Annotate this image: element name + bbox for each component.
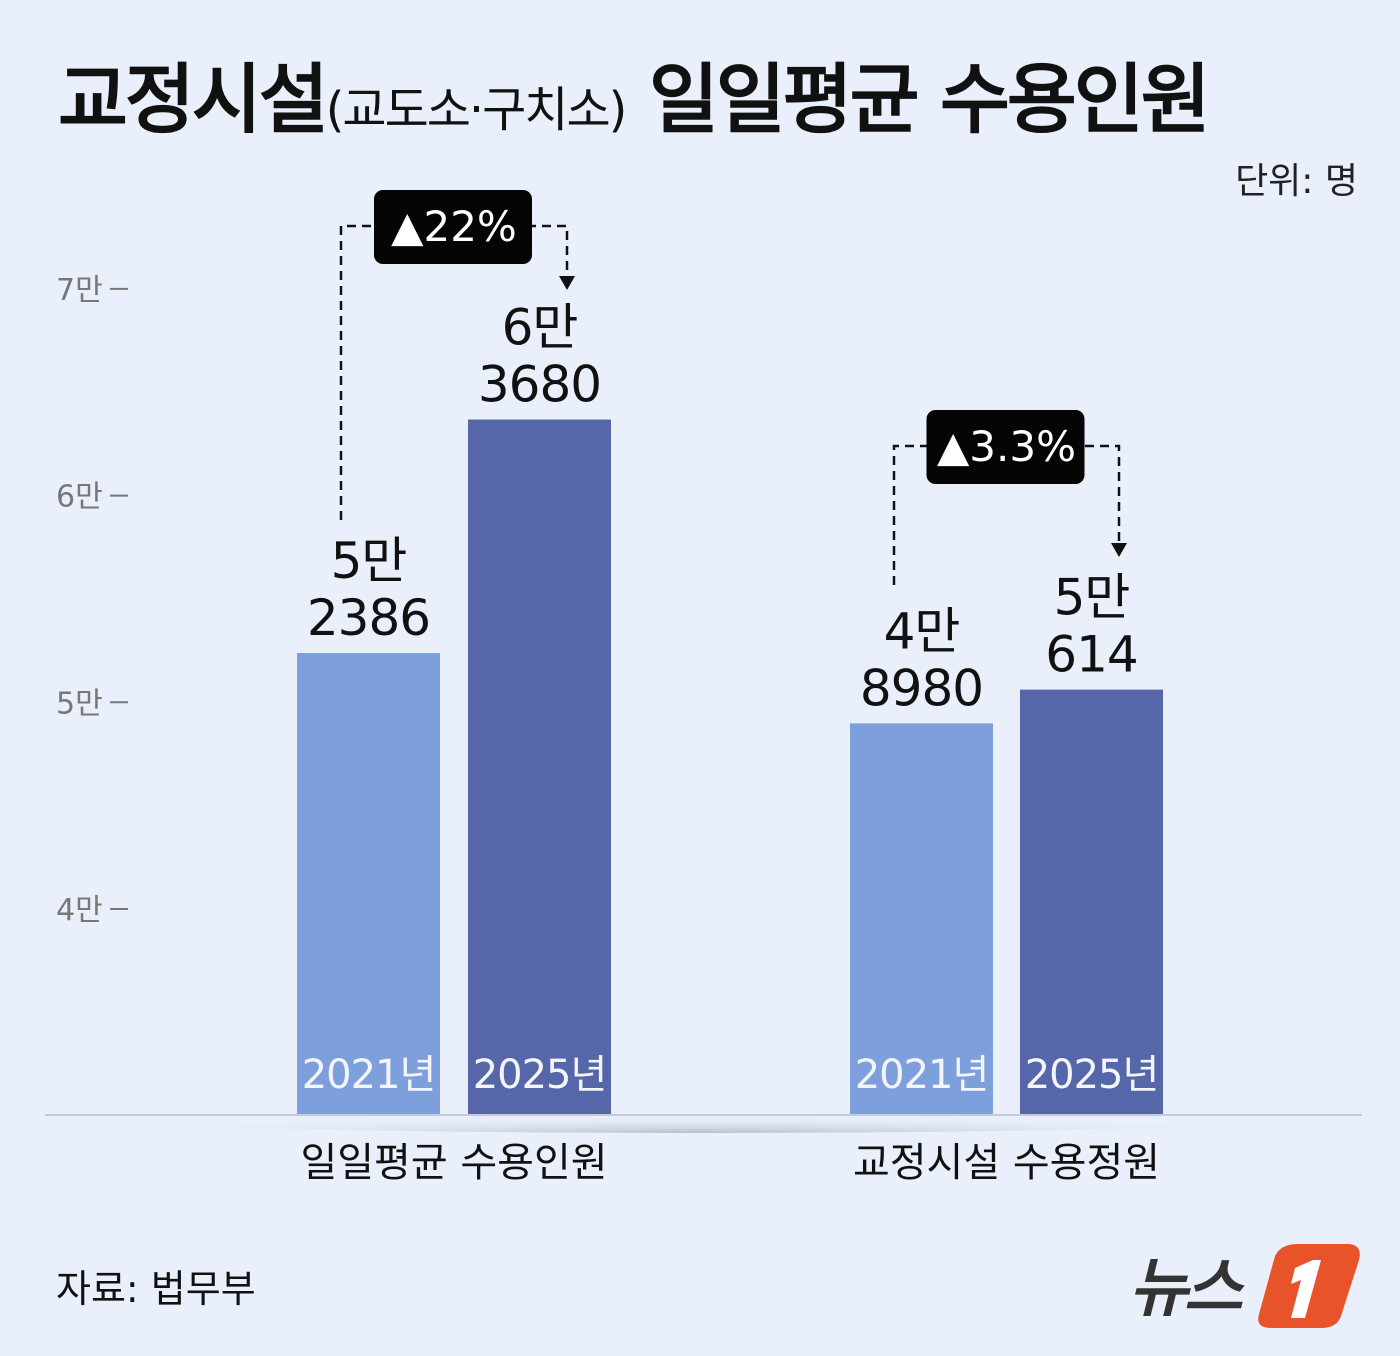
data-label-bottom: 8980 <box>860 659 983 717</box>
title-subtitle: (교도소·구치소) <box>325 82 628 138</box>
bar-year-label: 2021년 <box>855 1052 989 1098</box>
change-badge <box>374 190 532 264</box>
source-note: 자료: 법무부 <box>56 1267 256 1311</box>
bar <box>1020 689 1163 1115</box>
bar-year-label: 2025년 <box>1025 1052 1159 1098</box>
data-label-top: 4만 <box>884 602 960 660</box>
y-tick-label: 5만 <box>56 686 103 721</box>
y-tick-label: 6만 <box>56 480 103 515</box>
bar <box>850 723 993 1115</box>
bar <box>297 652 440 1115</box>
news1-logo: 뉴스 <box>1129 1244 1360 1328</box>
unit-label: 단위: 명 <box>1235 161 1358 202</box>
title-main: 교정시설 <box>58 55 329 144</box>
svg-text:뉴스: 뉴스 <box>1129 1252 1245 1326</box>
bar-year-label: 2021년 <box>302 1052 436 1098</box>
arrow-head-icon <box>559 276 575 290</box>
title-main-2: 일일평균 수용인원 <box>648 55 1211 144</box>
y-tick-label: 7만 <box>56 273 103 308</box>
change-badge-label: ▲3.3% <box>937 422 1076 471</box>
category-label: 일일평균 수용인원 <box>300 1140 607 1186</box>
y-tick-label: 4만 <box>56 893 103 928</box>
arrow-head-icon <box>1111 543 1127 557</box>
data-label-top: 5만 <box>1054 569 1130 627</box>
data-label-bottom: 3680 <box>478 356 601 414</box>
data-label-bottom: 2386 <box>307 589 430 647</box>
data-label-top: 6만 <box>502 299 578 357</box>
data-label-bottom: 614 <box>1045 626 1137 684</box>
page-title: 교정시설(교도소·구치소) 일일평균 수용인원 <box>58 38 1211 148</box>
change-badge <box>926 410 1085 484</box>
change-connector <box>892 444 1121 585</box>
bar-year-label: 2025년 <box>473 1052 607 1098</box>
bar <box>468 419 611 1115</box>
data-label-top: 5만 <box>331 532 407 590</box>
change-badge-label: ▲22% <box>391 202 517 251</box>
category-label: 교정시설 수용정원 <box>853 1140 1160 1186</box>
